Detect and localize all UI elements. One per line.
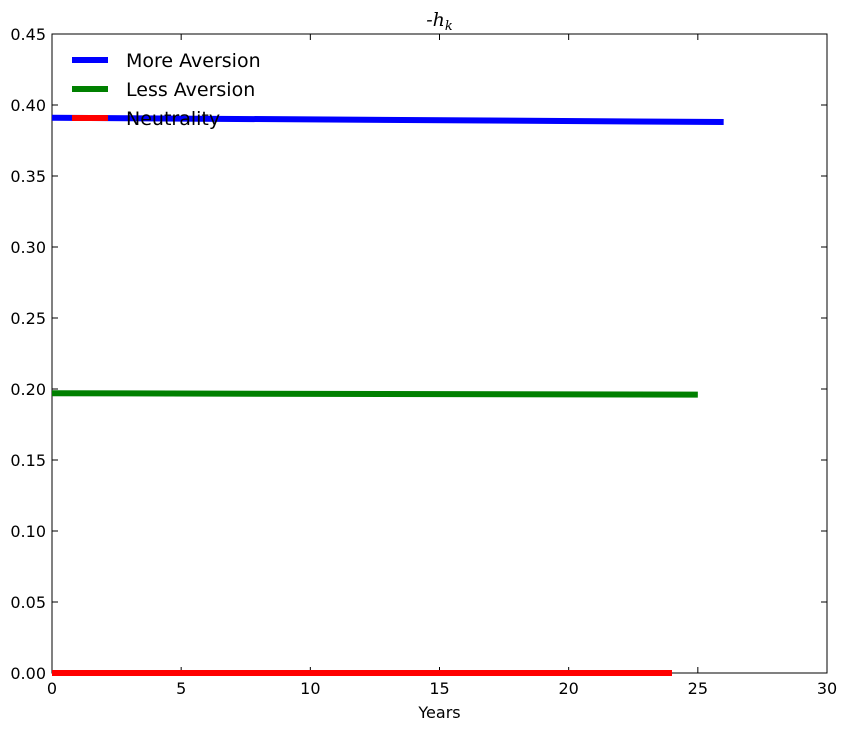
series-line-more-aversion bbox=[51, 114, 724, 126]
legend-label-less-aversion: Less Aversion bbox=[126, 79, 255, 101]
y-tick-label: 0.30 bbox=[10, 238, 46, 257]
legend-label-neutrality: Neutrality bbox=[126, 108, 220, 130]
legend-label-more-aversion: More Aversion bbox=[126, 50, 261, 72]
y-tick-label: 0.00 bbox=[10, 664, 46, 683]
x-tick-label: 25 bbox=[688, 679, 708, 698]
y-tick-label: 0.40 bbox=[10, 96, 46, 115]
x-tick-label: 30 bbox=[817, 679, 837, 698]
chart-title-subscript: k bbox=[445, 19, 453, 34]
y-tick-label: 0.25 bbox=[10, 309, 46, 328]
y-tick-label: 0.10 bbox=[10, 522, 46, 541]
chart-title-main: -h bbox=[426, 9, 445, 31]
y-tick-label: 0.45 bbox=[10, 25, 46, 44]
series-line-less-aversion bbox=[51, 390, 698, 398]
x-tick-label: 20 bbox=[558, 679, 578, 698]
series-lines bbox=[51, 114, 724, 676]
legend: More Aversion Less Aversion Neutrality bbox=[72, 50, 261, 130]
x-tick-label: 10 bbox=[300, 679, 320, 698]
x-axis-label: Years bbox=[417, 703, 460, 722]
y-tick-label: 0.05 bbox=[10, 593, 46, 612]
x-tick-label: 15 bbox=[429, 679, 449, 698]
y-tick-label: 0.20 bbox=[10, 380, 46, 399]
x-tick-label: 0 bbox=[47, 679, 57, 698]
chart-title: -hk bbox=[426, 9, 453, 34]
chart-title-group: -hk bbox=[426, 9, 453, 34]
y-axis: 0.00 0.05 0.10 0.15 0.20 0.25 0.30 0.35 0.40 0.45 bbox=[10, 25, 827, 683]
y-tick-label: 0.35 bbox=[10, 167, 46, 186]
x-tick-label: 5 bbox=[176, 679, 186, 698]
y-tick-label: 0.15 bbox=[10, 451, 46, 470]
x-axis: 0 5 10 15 20 25 30 bbox=[47, 34, 837, 698]
